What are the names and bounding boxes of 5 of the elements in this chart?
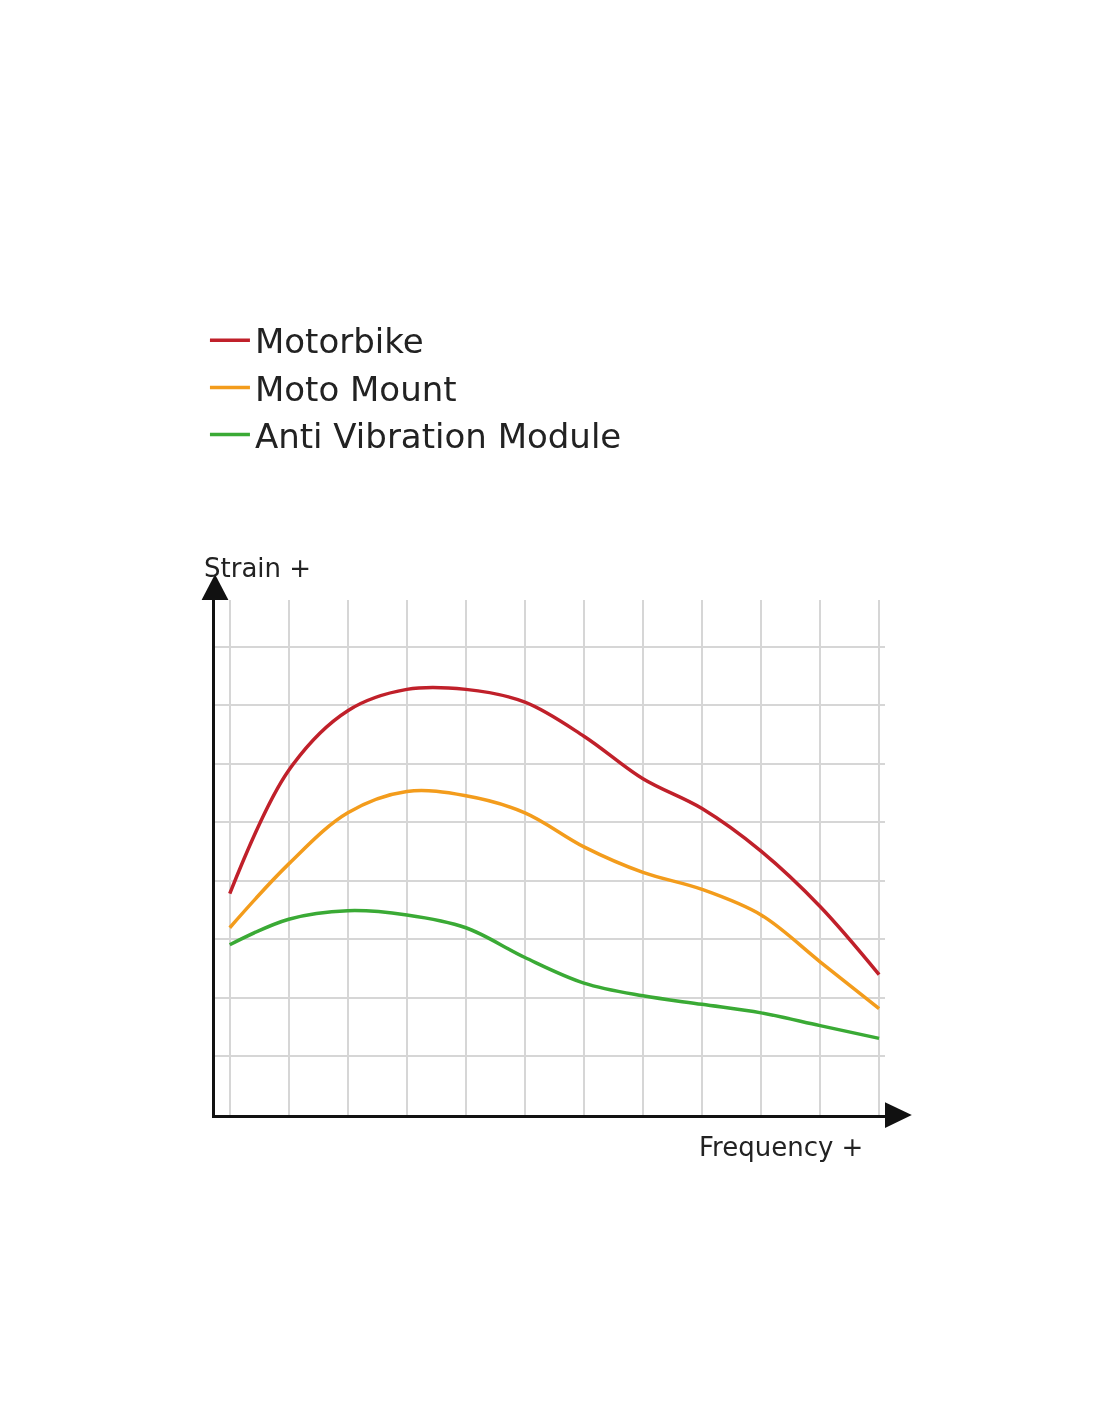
- x-axis-title: Frequency +: [699, 1132, 864, 1162]
- y-axis-title: Strain +: [204, 553, 312, 583]
- legend-label: Anti Vibration Module: [254, 415, 622, 456]
- legend-label: Moto Mount: [254, 368, 457, 409]
- legend-label: Motorbike: [254, 321, 424, 362]
